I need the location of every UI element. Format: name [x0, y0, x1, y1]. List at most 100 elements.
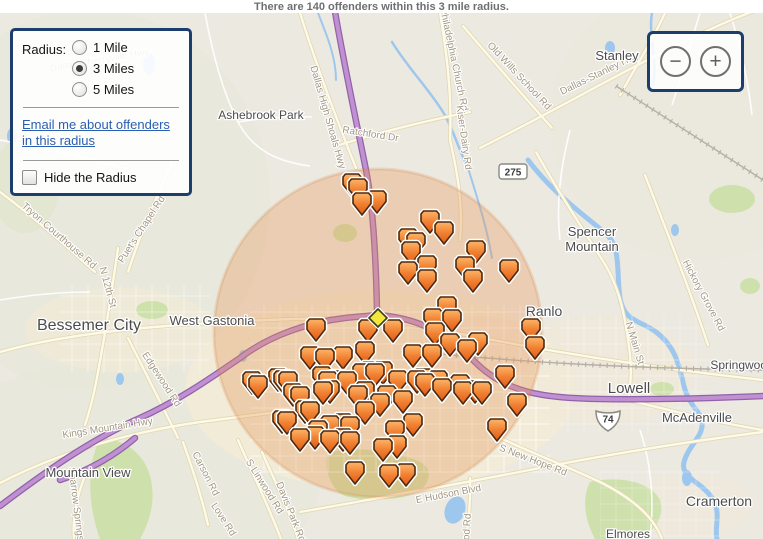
- offender-marker[interactable]: [318, 428, 342, 456]
- offender-marker[interactable]: [438, 331, 462, 359]
- town-label: Lowell: [608, 380, 651, 397]
- offender-marker[interactable]: [440, 307, 464, 335]
- selected-marker-layer: [367, 307, 389, 329]
- offender-marker[interactable]: [353, 339, 377, 367]
- radius-option[interactable]: 5 Miles: [72, 82, 134, 97]
- offender-markers-layer: [240, 171, 547, 490]
- radio-icon[interactable]: [72, 82, 87, 97]
- marker-pin-icon: [487, 418, 507, 442]
- radius-option[interactable]: 1 Mile: [72, 40, 134, 55]
- offender-marker[interactable]: [470, 379, 494, 407]
- offender-marker[interactable]: [343, 459, 367, 487]
- zoom-in-button[interactable]: +: [700, 46, 731, 77]
- offender-marker[interactable]: [288, 426, 312, 454]
- radius-options: 1 Mile 3 Miles 5 Miles: [72, 40, 134, 97]
- marker-pin-icon: [472, 381, 492, 405]
- town-label: West Gastonia: [169, 313, 255, 328]
- marker-pin-icon: [352, 192, 372, 216]
- marker-pin-icon: [403, 344, 423, 368]
- town-label: Spencer Mountain: [565, 224, 618, 254]
- marker-pin-icon: [340, 431, 360, 455]
- offender-marker[interactable]: [461, 267, 485, 295]
- motorway-layer: [0, 0, 763, 510]
- radius-panel: Radius: 1 Mile 3 Miles 5 Miles Email me ab…: [10, 28, 192, 196]
- offender-marker[interactable]: [298, 399, 322, 427]
- radius-option-label: 3 Miles: [93, 61, 135, 76]
- radius-label: Radius:: [22, 42, 67, 57]
- radio-icon[interactable]: [72, 40, 87, 55]
- offender-marker[interactable]: [451, 379, 475, 407]
- offender-marker[interactable]: [304, 316, 328, 344]
- road-label: od Rd: [461, 513, 474, 539]
- marker-pin-icon: [401, 241, 421, 265]
- marker-pin-icon: [525, 336, 545, 360]
- marker-pin-icon: [320, 430, 340, 454]
- offender-marker[interactable]: [350, 190, 374, 218]
- offender-marker[interactable]: [455, 337, 479, 365]
- email-offenders-link[interactable]: Email me about offenders in this radius: [22, 117, 170, 149]
- town-label: Elmores: [606, 527, 650, 539]
- offender-marker[interactable]: [420, 342, 444, 370]
- town-labels-layer: Stanley Ashebrook Park Bessemer City West G…: [36, 47, 763, 539]
- marker-pin-icon: [457, 339, 477, 363]
- highway-shield: 275: [498, 163, 528, 180]
- radius-option[interactable]: 3 Miles: [72, 61, 134, 76]
- town-label: Ranlo: [526, 303, 563, 319]
- offender-marker[interactable]: [391, 388, 415, 416]
- offender-marker[interactable]: [493, 363, 517, 391]
- marker-pin-icon: [434, 221, 454, 245]
- town-label: Bessemer City: [37, 317, 141, 334]
- offender-marker[interactable]: [377, 462, 401, 490]
- town-label: Mountain View: [45, 465, 131, 480]
- svg-text:275: 275: [505, 168, 522, 179]
- offender-marker[interactable]: [363, 361, 387, 389]
- marker-pin-icon: [306, 318, 326, 342]
- offender-marker[interactable]: [381, 317, 405, 345]
- offender-marker[interactable]: [430, 376, 454, 404]
- hide-radius-control[interactable]: Hide the Radius: [22, 169, 180, 185]
- marker-pin-icon: [345, 461, 365, 485]
- marker-pin-icon: [398, 261, 418, 285]
- offender-marker[interactable]: [401, 411, 425, 439]
- offender-marker[interactable]: [413, 371, 437, 399]
- marker-pin-icon: [466, 240, 486, 264]
- offender-marker[interactable]: [338, 429, 362, 457]
- marker-pin-icon: [499, 259, 519, 283]
- offender-marker[interactable]: [415, 267, 439, 295]
- offender-marker[interactable]: [246, 373, 270, 401]
- offender-marker[interactable]: [353, 399, 377, 427]
- zoom-out-button[interactable]: −: [660, 46, 691, 77]
- marker-pin-icon: [388, 370, 408, 394]
- marker-pin-icon: [373, 438, 393, 462]
- offender-marker[interactable]: [432, 219, 456, 247]
- offender-marker[interactable]: [311, 379, 335, 407]
- offender-marker[interactable]: [386, 368, 410, 396]
- marker-pin-icon: [383, 319, 403, 343]
- marker-pin-icon: [507, 393, 527, 417]
- offender-marker[interactable]: [371, 436, 395, 464]
- marker-pin-icon: [393, 390, 413, 414]
- selected-location-marker[interactable]: [367, 307, 389, 329]
- offender-marker[interactable]: [464, 238, 488, 266]
- offender-marker[interactable]: [401, 342, 425, 370]
- diamond-icon: [368, 308, 388, 328]
- hide-radius-checkbox[interactable]: [22, 169, 37, 185]
- offender-marker[interactable]: [497, 257, 521, 285]
- status-text: There are 140 offenders within this 3 mi…: [254, 0, 509, 13]
- offender-marker[interactable]: [505, 391, 529, 419]
- marker-pin-icon: [365, 363, 385, 387]
- town-label: Cramerton: [686, 493, 752, 509]
- marker-pin-icon: [300, 401, 320, 425]
- offender-marker[interactable]: [396, 259, 420, 287]
- offender-marker[interactable]: [523, 334, 547, 362]
- marker-pin-icon: [442, 309, 462, 333]
- offender-marker[interactable]: [399, 239, 423, 267]
- town-label: McAdenville: [662, 410, 732, 425]
- offender-marker[interactable]: [485, 416, 509, 444]
- town-label: Stanley: [595, 48, 639, 63]
- radio-icon[interactable]: [72, 61, 87, 76]
- offender-marker[interactable]: [313, 346, 337, 374]
- offender-marker[interactable]: [368, 391, 392, 419]
